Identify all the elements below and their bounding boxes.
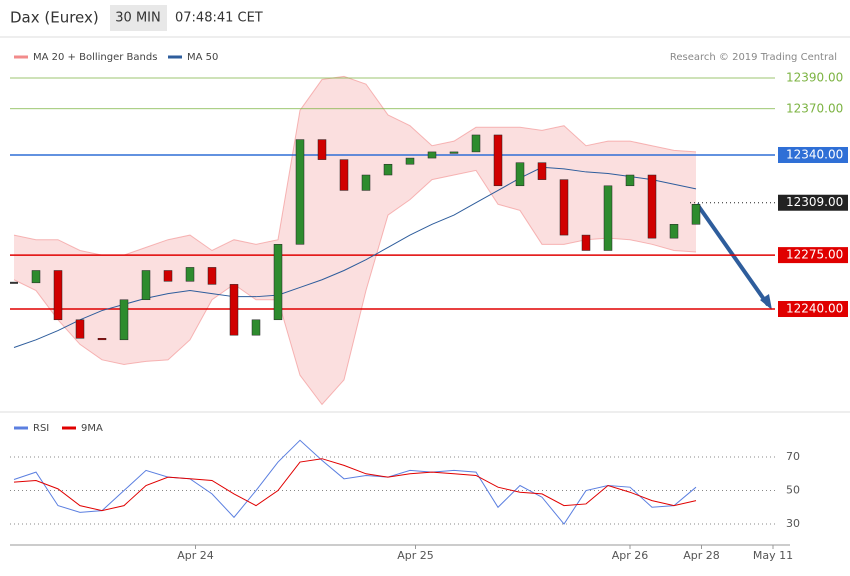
y-tick-label: 30 (786, 517, 800, 530)
candle (185, 267, 195, 282)
candle (383, 163, 393, 176)
interval[interactable]: 30 MIN (115, 11, 160, 26)
candle (361, 174, 371, 191)
candle (405, 157, 415, 165)
candle (31, 270, 41, 284)
level-label: 12309.00 (786, 195, 843, 209)
level-label: 12390.00 (786, 70, 843, 84)
rsi-line (13, 458, 697, 512)
candle (493, 134, 503, 187)
candle (537, 162, 547, 180)
band-fill (14, 76, 696, 405)
y-tick-label: 50 (786, 484, 800, 497)
candle (669, 224, 679, 239)
x-tick-label: Apr 25 (397, 549, 434, 562)
candle (647, 174, 657, 239)
level-label: 12370.00 (786, 101, 843, 115)
level-label-box (778, 247, 848, 264)
arrow-head (760, 294, 772, 310)
candle (295, 139, 305, 245)
candle (119, 299, 129, 341)
level-label: 12340.00 (786, 147, 843, 161)
candle (603, 185, 613, 251)
interval-box[interactable] (110, 5, 167, 31)
candle (229, 284, 239, 336)
candle (97, 338, 107, 341)
candle (317, 139, 327, 160)
legend-label: MA 20 + Bollinger Bands (33, 52, 157, 63)
legend-label: 9MA (81, 423, 103, 434)
x-tick-label: Apr 28 (683, 549, 720, 562)
candle (141, 270, 151, 301)
credit: Research © 2019 Trading Central (670, 52, 837, 63)
level-label-box (778, 146, 848, 163)
level-label-box (778, 194, 848, 211)
rsi-line (13, 439, 697, 525)
candle (625, 174, 635, 187)
candle (251, 319, 261, 336)
candle (273, 244, 283, 321)
band-upper (13, 75, 697, 256)
candle (427, 151, 437, 159)
candle (515, 162, 525, 187)
legend-label: RSI (33, 423, 49, 434)
x-tick-label: May 11 (753, 549, 793, 562)
candle (207, 267, 217, 285)
candle (449, 151, 459, 154)
legend-label: MA 50 (187, 52, 218, 63)
level-label: 12240.00 (786, 302, 843, 316)
candle (559, 179, 569, 236)
candle (163, 270, 173, 282)
level-label: 12275.00 (786, 248, 843, 262)
candle (691, 204, 701, 225)
candle (581, 234, 591, 251)
y-tick-label: 70 (786, 450, 800, 463)
candle (53, 270, 63, 321)
candle (339, 159, 349, 191)
x-tick-label: Apr 26 (612, 549, 649, 562)
instrument-title: Dax (Eurex) (10, 9, 99, 27)
candle (471, 134, 481, 153)
level-label-box (778, 301, 848, 318)
candle (75, 319, 85, 339)
time: 07:48:41 CET (175, 11, 263, 26)
x-tick-label: Apr 24 (177, 549, 214, 562)
